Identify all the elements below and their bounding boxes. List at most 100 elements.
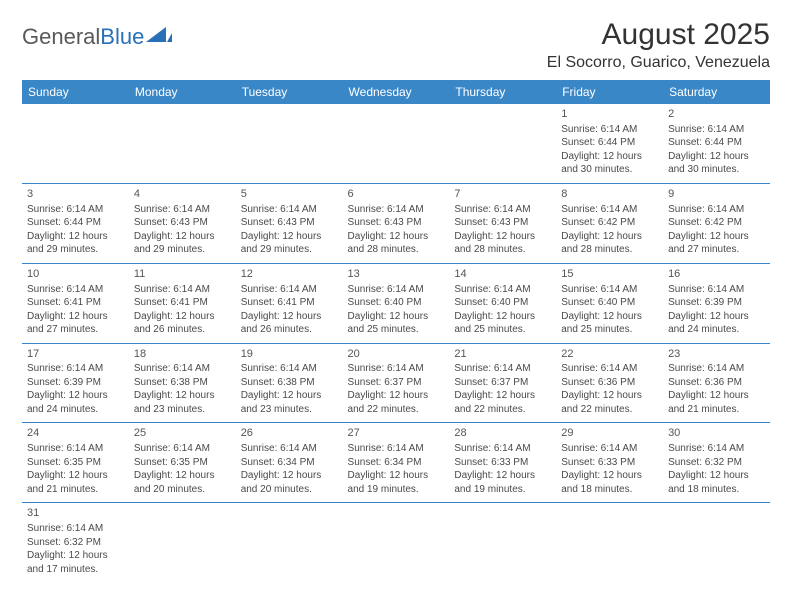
calendar-cell: 31Sunrise: 6:14 AMSunset: 6:32 PMDayligh… — [22, 503, 129, 582]
cell-line-d1: Daylight: 12 hours — [561, 469, 658, 483]
cell-line-d1: Daylight: 12 hours — [561, 310, 658, 324]
calendar-cell: 20Sunrise: 6:14 AMSunset: 6:37 PMDayligh… — [343, 343, 450, 423]
calendar-cell: 21Sunrise: 6:14 AMSunset: 6:37 PMDayligh… — [449, 343, 556, 423]
cell-line-ss: Sunset: 6:33 PM — [561, 456, 658, 470]
cell-line-d2: and 28 minutes. — [348, 243, 445, 257]
calendar-cell: 17Sunrise: 6:14 AMSunset: 6:39 PMDayligh… — [22, 343, 129, 423]
cell-line-sr: Sunrise: 6:14 AM — [561, 283, 658, 297]
cell-line-d2: and 29 minutes. — [27, 243, 124, 257]
day-header: Thursday — [449, 80, 556, 104]
cell-line-ss: Sunset: 6:44 PM — [27, 216, 124, 230]
logo: GeneralBlue — [22, 24, 172, 50]
cell-line-sr: Sunrise: 6:14 AM — [561, 123, 658, 137]
day-number: 6 — [348, 187, 445, 202]
calendar-row: 1Sunrise: 6:14 AMSunset: 6:44 PMDaylight… — [22, 104, 770, 183]
cell-line-d1: Daylight: 12 hours — [668, 150, 765, 164]
calendar-cell — [663, 503, 770, 582]
cell-line-ss: Sunset: 6:40 PM — [454, 296, 551, 310]
cell-line-d1: Daylight: 12 hours — [27, 230, 124, 244]
cell-line-d1: Daylight: 12 hours — [27, 549, 124, 563]
cell-line-d1: Daylight: 12 hours — [561, 230, 658, 244]
day-header: Tuesday — [236, 80, 343, 104]
cell-line-d2: and 25 minutes. — [561, 323, 658, 337]
cell-line-d1: Daylight: 12 hours — [668, 310, 765, 324]
calendar-cell: 26Sunrise: 6:14 AMSunset: 6:34 PMDayligh… — [236, 423, 343, 503]
calendar-cell: 3Sunrise: 6:14 AMSunset: 6:44 PMDaylight… — [22, 183, 129, 263]
cell-line-ss: Sunset: 6:38 PM — [241, 376, 338, 390]
cell-line-sr: Sunrise: 6:14 AM — [561, 203, 658, 217]
calendar-cell: 18Sunrise: 6:14 AMSunset: 6:38 PMDayligh… — [129, 343, 236, 423]
day-header: Friday — [556, 80, 663, 104]
calendar-cell: 1Sunrise: 6:14 AMSunset: 6:44 PMDaylight… — [556, 104, 663, 183]
calendar-cell: 9Sunrise: 6:14 AMSunset: 6:42 PMDaylight… — [663, 183, 770, 263]
location-subtitle: El Socorro, Guarico, Venezuela — [547, 54, 770, 72]
cell-line-ss: Sunset: 6:41 PM — [134, 296, 231, 310]
calendar-cell — [129, 104, 236, 183]
calendar-cell — [236, 104, 343, 183]
cell-line-d2: and 21 minutes. — [27, 483, 124, 497]
cell-line-d2: and 17 minutes. — [27, 563, 124, 577]
day-header: Monday — [129, 80, 236, 104]
cell-line-d1: Daylight: 12 hours — [561, 389, 658, 403]
calendar-body: 1Sunrise: 6:14 AMSunset: 6:44 PMDaylight… — [22, 104, 770, 582]
cell-line-sr: Sunrise: 6:14 AM — [241, 362, 338, 376]
day-number: 10 — [27, 267, 124, 282]
day-header-row: SundayMondayTuesdayWednesdayThursdayFrid… — [22, 80, 770, 104]
cell-line-ss: Sunset: 6:39 PM — [668, 296, 765, 310]
cell-line-d2: and 18 minutes. — [668, 483, 765, 497]
day-number: 2 — [668, 107, 765, 122]
calendar-cell — [236, 503, 343, 582]
cell-line-sr: Sunrise: 6:14 AM — [134, 203, 231, 217]
cell-line-ss: Sunset: 6:36 PM — [561, 376, 658, 390]
cell-line-d1: Daylight: 12 hours — [134, 310, 231, 324]
calendar-cell: 7Sunrise: 6:14 AMSunset: 6:43 PMDaylight… — [449, 183, 556, 263]
calendar-cell: 11Sunrise: 6:14 AMSunset: 6:41 PMDayligh… — [129, 263, 236, 343]
cell-line-d2: and 26 minutes. — [134, 323, 231, 337]
cell-line-d2: and 25 minutes. — [454, 323, 551, 337]
cell-line-ss: Sunset: 6:40 PM — [561, 296, 658, 310]
day-number: 20 — [348, 347, 445, 362]
cell-line-sr: Sunrise: 6:14 AM — [454, 362, 551, 376]
cell-line-sr: Sunrise: 6:14 AM — [348, 362, 445, 376]
day-number: 16 — [668, 267, 765, 282]
cell-line-d2: and 22 minutes. — [454, 403, 551, 417]
day-number: 21 — [454, 347, 551, 362]
day-number: 9 — [668, 187, 765, 202]
cell-line-ss: Sunset: 6:35 PM — [134, 456, 231, 470]
calendar-cell — [556, 503, 663, 582]
calendar-row: 10Sunrise: 6:14 AMSunset: 6:41 PMDayligh… — [22, 263, 770, 343]
calendar-cell — [449, 104, 556, 183]
cell-line-d1: Daylight: 12 hours — [454, 310, 551, 324]
cell-line-sr: Sunrise: 6:14 AM — [27, 442, 124, 456]
cell-line-d1: Daylight: 12 hours — [241, 230, 338, 244]
cell-line-sr: Sunrise: 6:14 AM — [134, 362, 231, 376]
day-number: 3 — [27, 187, 124, 202]
cell-line-ss: Sunset: 6:42 PM — [668, 216, 765, 230]
logo-text: GeneralBlue — [22, 24, 144, 50]
cell-line-ss: Sunset: 6:38 PM — [134, 376, 231, 390]
calendar-cell: 8Sunrise: 6:14 AMSunset: 6:42 PMDaylight… — [556, 183, 663, 263]
day-number: 7 — [454, 187, 551, 202]
logo-part-blue: Blue — [100, 24, 144, 49]
cell-line-sr: Sunrise: 6:14 AM — [561, 442, 658, 456]
cell-line-sr: Sunrise: 6:14 AM — [241, 203, 338, 217]
calendar-cell: 10Sunrise: 6:14 AMSunset: 6:41 PMDayligh… — [22, 263, 129, 343]
day-header: Sunday — [22, 80, 129, 104]
cell-line-d1: Daylight: 12 hours — [241, 310, 338, 324]
cell-line-ss: Sunset: 6:41 PM — [241, 296, 338, 310]
cell-line-sr: Sunrise: 6:14 AM — [668, 362, 765, 376]
cell-line-sr: Sunrise: 6:14 AM — [134, 283, 231, 297]
cell-line-ss: Sunset: 6:43 PM — [348, 216, 445, 230]
cell-line-d2: and 22 minutes. — [348, 403, 445, 417]
cell-line-d1: Daylight: 12 hours — [241, 389, 338, 403]
calendar-cell: 28Sunrise: 6:14 AMSunset: 6:33 PMDayligh… — [449, 423, 556, 503]
cell-line-sr: Sunrise: 6:14 AM — [27, 362, 124, 376]
cell-line-sr: Sunrise: 6:14 AM — [668, 123, 765, 137]
cell-line-ss: Sunset: 6:34 PM — [348, 456, 445, 470]
cell-line-ss: Sunset: 6:39 PM — [27, 376, 124, 390]
cell-line-ss: Sunset: 6:37 PM — [348, 376, 445, 390]
cell-line-sr: Sunrise: 6:14 AM — [454, 283, 551, 297]
cell-line-d2: and 18 minutes. — [561, 483, 658, 497]
cell-line-d1: Daylight: 12 hours — [668, 469, 765, 483]
calendar-cell: 4Sunrise: 6:14 AMSunset: 6:43 PMDaylight… — [129, 183, 236, 263]
